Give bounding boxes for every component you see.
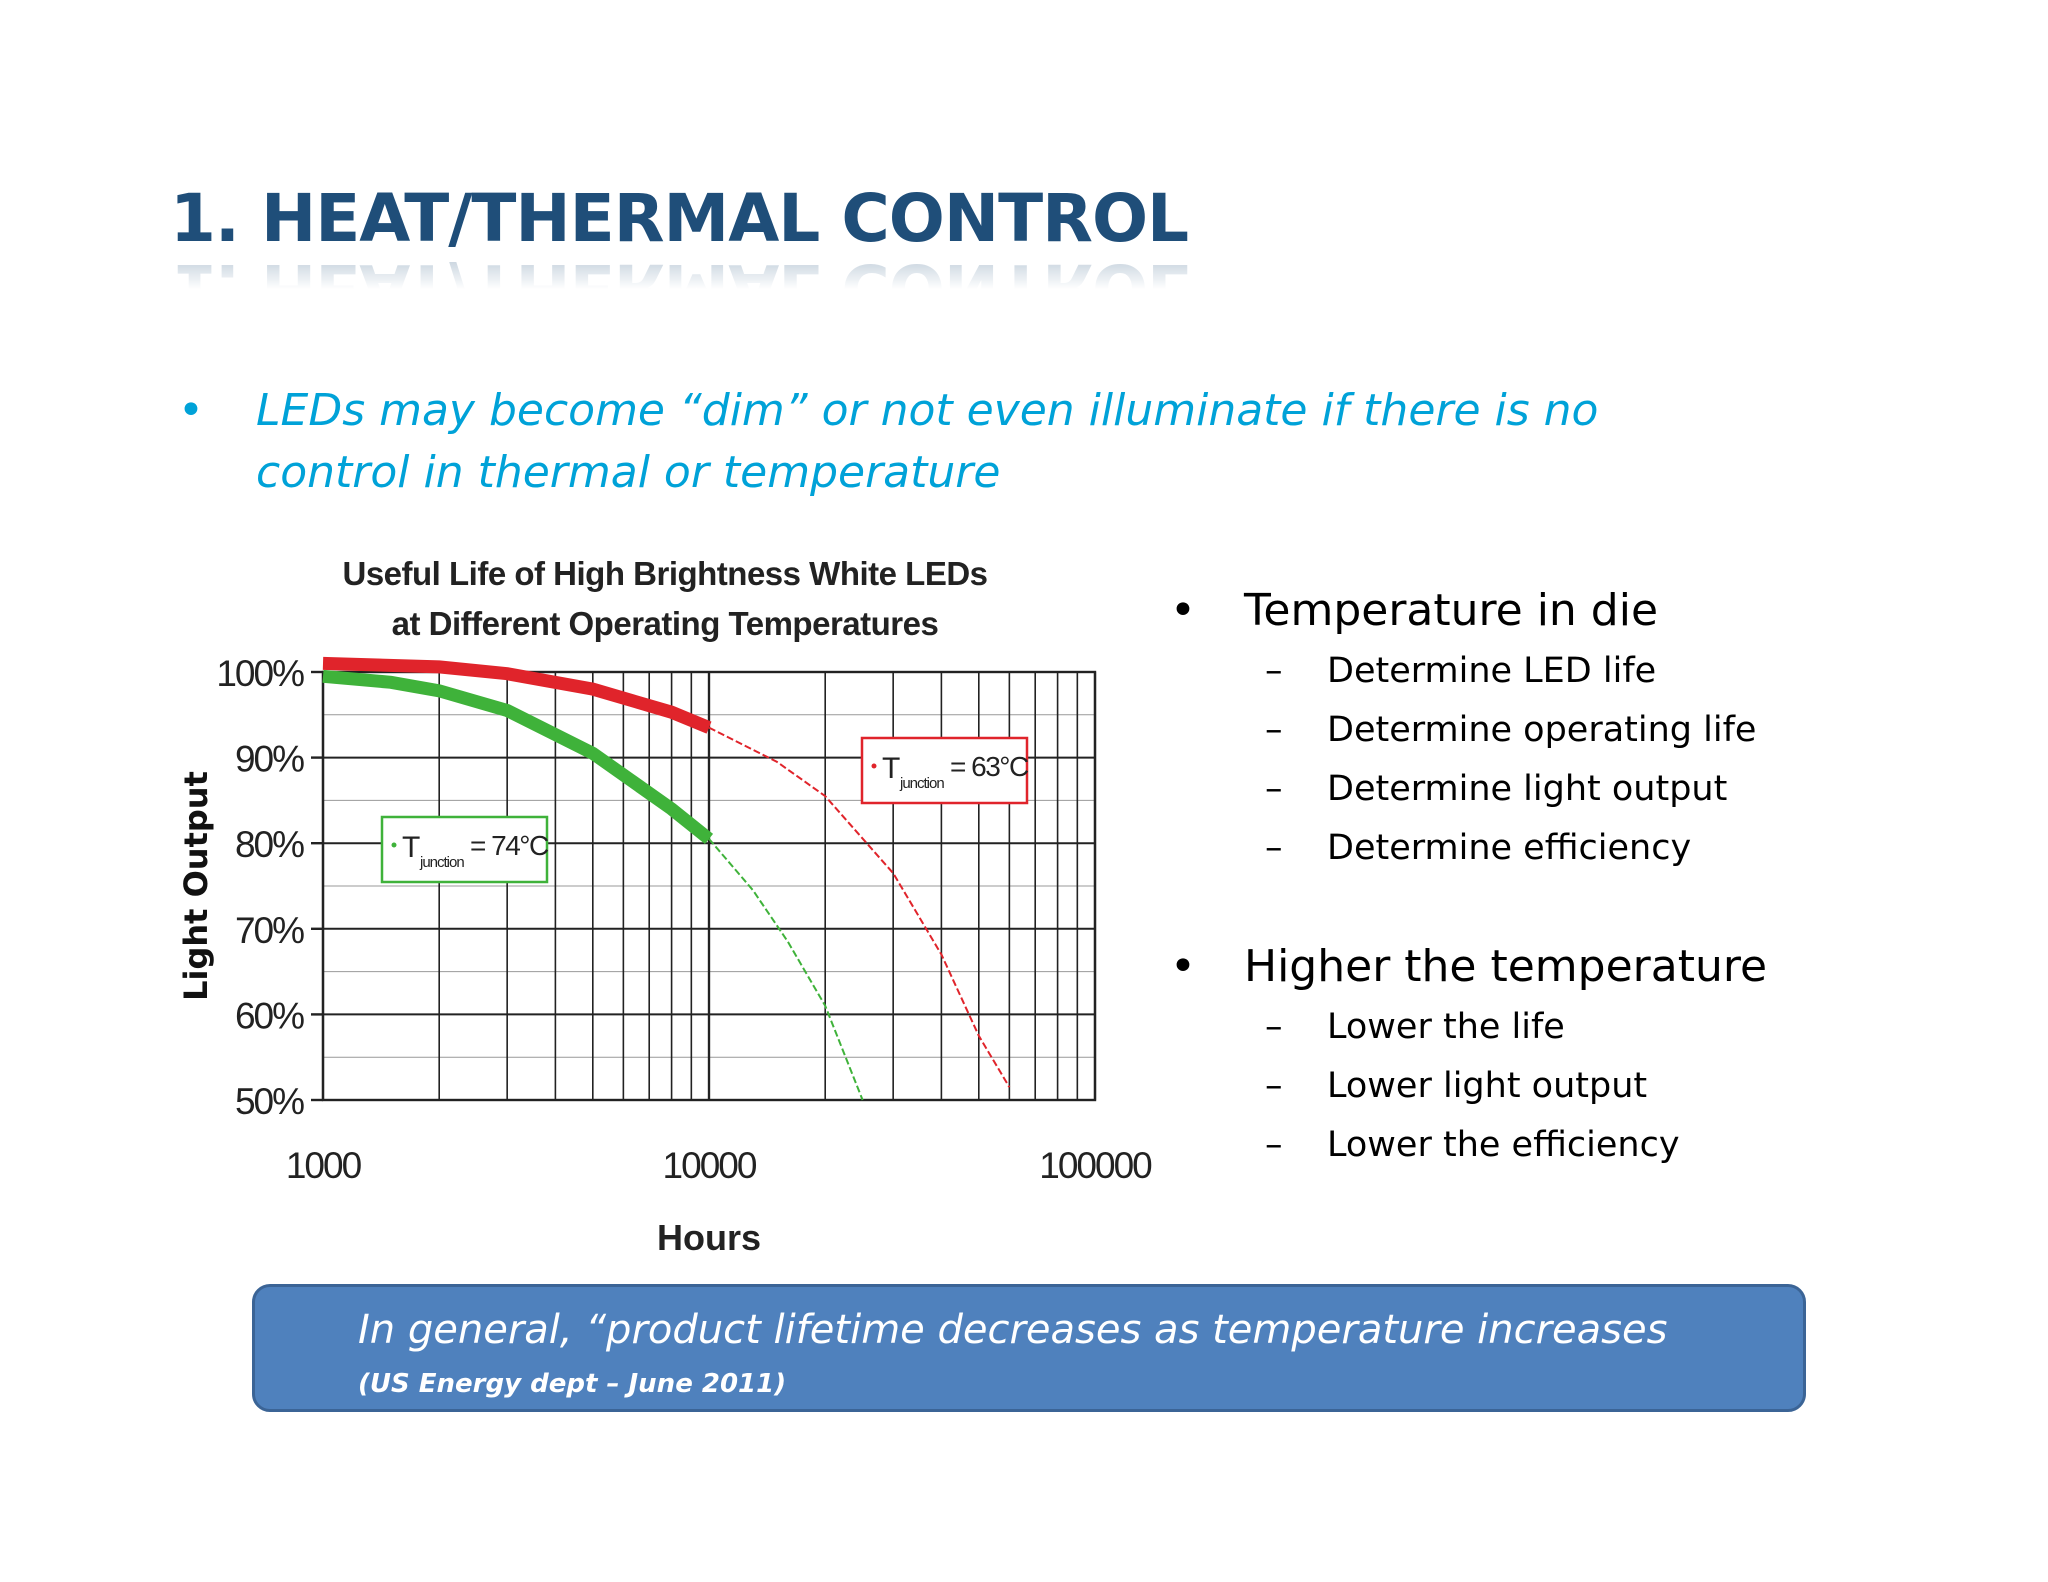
sub-bullet-item: – Determine light output (1265, 760, 2020, 819)
series-line-measured (322, 656, 712, 734)
y-tick-label: 80% (235, 824, 304, 865)
x-tick-label: 100000 (1039, 1145, 1152, 1186)
bullet-symbol: • (1170, 585, 1196, 636)
slide-title: 1. HEAT/THERMAL CONTROL (170, 180, 1189, 257)
y-tick-label: 100% (216, 653, 304, 694)
series-annotation-symbol: T (402, 831, 420, 864)
series-line-projected (708, 838, 864, 1101)
y-tick-label: 70% (235, 910, 304, 951)
sub-bullet-text: Lower the life (1327, 1007, 1565, 1047)
series-line-projected (708, 726, 1011, 1088)
slide-title-reflection: 1. HEAT/THERMAL CONTROL (170, 262, 1189, 312)
callout-source: (US Energy dept – June 2011) (358, 1369, 787, 1399)
light-output-chart: Useful Life of High Brightness White LED… (170, 545, 1160, 1275)
dash-symbol: – (1265, 651, 1283, 691)
callout-main-text: In general, “product lifetime decreases … (358, 1307, 1668, 1353)
sub-bullet-item: – Determine operating life (1265, 701, 2020, 760)
chart-title-line-1: Useful Life of High Brightness White LED… (342, 555, 988, 592)
bullet-heading: • Temperature in die (1170, 580, 2020, 642)
sub-bullet-text: Lower the efficiency (1327, 1125, 1680, 1165)
series-annotation-subscript: junction (899, 775, 944, 792)
dash-symbol: – (1265, 828, 1283, 868)
y-tick-label: 60% (235, 995, 304, 1036)
dash-symbol: – (1265, 1125, 1283, 1165)
series-annotation-value: = 74°C (470, 830, 549, 861)
sub-bullet-text: Determine efficiency (1327, 828, 1692, 868)
sub-bullet-item: – Determine efficiency (1265, 819, 2020, 878)
dash-symbol: – (1265, 1066, 1283, 1106)
series-annotation-subscript: junction (419, 854, 464, 871)
dash-symbol: – (1265, 710, 1283, 750)
intro-text: LEDs may become “dim” or not even illumi… (256, 385, 1599, 498)
x-tick-label: 1000 (286, 1145, 362, 1186)
sub-bullet-item: – Lower light output (1265, 1057, 2020, 1116)
chart-title-line-2: at Different Operating Temperatures (391, 605, 939, 642)
series-annotation-box (860, 736, 1029, 805)
series-annotation-marker (871, 763, 877, 769)
series-annotation-box (380, 815, 549, 884)
sub-bullet-text: Lower light output (1327, 1066, 1648, 1106)
series-annotation-marker (391, 842, 397, 848)
y-axis-label: Light Output (177, 771, 215, 1001)
sub-bullet-item: – Determine LED life (1265, 642, 2020, 701)
dash-symbol: – (1265, 769, 1283, 809)
sub-bullet-text: Determine LED life (1327, 651, 1657, 691)
plot-frame (321, 670, 1097, 1102)
series-annotation-symbol: T (882, 752, 900, 785)
bullet-heading-text: Higher the temperature (1244, 941, 1768, 992)
bullet-heading: • Higher the temperature (1170, 936, 2020, 998)
dash-symbol: – (1265, 1007, 1283, 1047)
series-annotation-value: = 63°C (950, 751, 1029, 782)
sub-bullet-text: Determine light output (1327, 769, 1728, 809)
y-tick-label: 50% (235, 1081, 304, 1122)
bullet-symbol: • (1170, 941, 1196, 992)
intro-bullet: • LEDs may become “dim” or not even illu… (178, 380, 1758, 504)
x-axis-label: Hours (657, 1217, 761, 1258)
sub-bullet-text: Determine operating life (1327, 710, 1757, 750)
y-tick-label: 90% (235, 739, 304, 780)
bullet-heading-text: Temperature in die (1244, 585, 1659, 636)
sub-bullet-item: – Lower the life (1265, 998, 2020, 1057)
chart-plot: 100% 90% 80% 70% 60% 50% 1000 10000 100000 Hours L… (177, 653, 1154, 1258)
right-bullet-list: • Temperature in die – Determine LED life – D… (1170, 580, 2020, 1175)
intro-bullet-symbol: • (178, 385, 204, 436)
x-tick-label: 10000 (663, 1145, 757, 1186)
sub-bullet-item: – Lower the efficiency (1265, 1116, 2020, 1175)
series-line-measured (322, 669, 714, 844)
callout-box: In general, “product lifetime decreases … (252, 1284, 1806, 1412)
group-spacer (1170, 878, 2020, 936)
